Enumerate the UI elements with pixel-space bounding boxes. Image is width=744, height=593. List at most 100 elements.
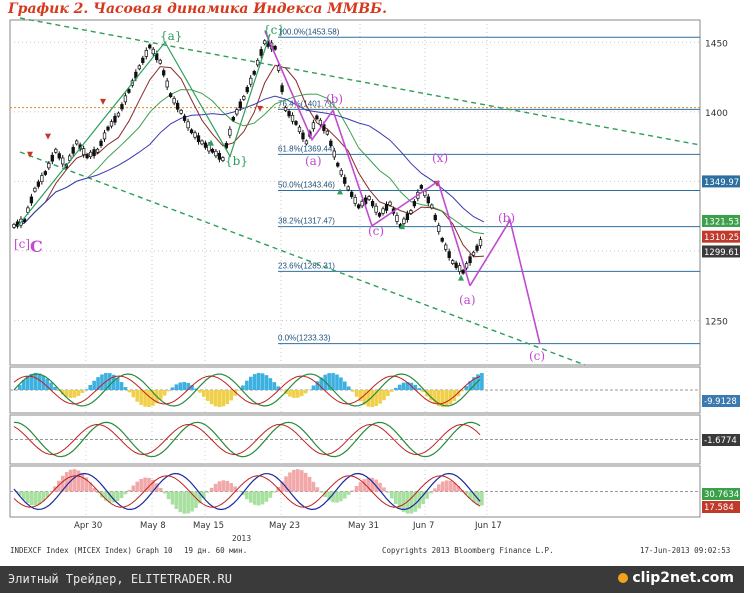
- source-label: INDEXCF Index (MICEX Index) Graph 10: [10, 546, 173, 555]
- osc-bar: [370, 390, 375, 408]
- osc-area: [127, 489, 132, 492]
- osc-bar: [96, 377, 100, 390]
- candle: [88, 151, 93, 158]
- osc-area: [170, 491, 175, 505]
- osc-area: [198, 491, 202, 504]
- candle: [419, 185, 423, 189]
- osc-bar: [440, 390, 445, 408]
- osc-bar: [464, 386, 469, 390]
- osc-area: [29, 491, 34, 505]
- osc-area: [205, 491, 210, 493]
- candle: [238, 101, 242, 109]
- osc-bar: [88, 384, 93, 390]
- osc-bar: [288, 390, 292, 397]
- price-tag-label: 1310.25: [704, 233, 739, 243]
- osc-bar: [229, 390, 234, 401]
- osc-bar: [131, 390, 136, 398]
- osc-bar: [25, 376, 30, 390]
- osc-bar: [57, 390, 61, 391]
- osc-bar: [421, 390, 425, 393]
- x-tick-label: May 15: [193, 521, 224, 531]
- wave-label: (c): [368, 224, 384, 238]
- osc-area: [370, 477, 375, 492]
- candle: [235, 109, 239, 115]
- osc-bar: [350, 390, 355, 392]
- candle: [71, 146, 75, 154]
- osc-bar: [393, 387, 398, 390]
- osc-signal-line: [13, 423, 481, 456]
- osc-area: [256, 491, 261, 506]
- osc-bar: [205, 390, 210, 401]
- candle: [61, 157, 65, 165]
- candle: [85, 154, 89, 159]
- candle: [405, 213, 410, 220]
- candle: [360, 201, 364, 207]
- osc-area: [393, 491, 398, 504]
- osc-area: [311, 481, 316, 492]
- osc-area: [143, 477, 147, 492]
- osc-bar: [135, 390, 140, 402]
- candle: [50, 154, 54, 162]
- footer-logo[interactable]: clip2net.com: [618, 570, 734, 586]
- osc-bar: [33, 372, 38, 390]
- osc-bar: [158, 390, 163, 400]
- osc-bar: [53, 386, 57, 390]
- osc-bar: [468, 381, 472, 390]
- osc-bar: [405, 382, 410, 390]
- candle: [221, 157, 225, 161]
- osc-bar: [190, 385, 194, 390]
- projected-wave-line: [469, 218, 541, 345]
- osc-bar: [213, 390, 218, 407]
- osc-area: [421, 491, 425, 504]
- osc-bar: [339, 377, 343, 390]
- osc-area: [468, 491, 472, 499]
- y-tick-label: 1450: [705, 39, 728, 49]
- candle: [475, 245, 479, 251]
- osc-area: [327, 491, 331, 501]
- osc-bar: [127, 390, 132, 393]
- candle: [301, 132, 305, 140]
- osc-area: [182, 491, 187, 514]
- wave-label: (b): [326, 92, 343, 106]
- trendline-upper: [19, 17, 701, 146]
- osc-area: [96, 491, 100, 494]
- osc-bar: [245, 380, 249, 390]
- osc-area: [307, 476, 312, 492]
- osc-bar: [331, 373, 335, 390]
- osc-area: [452, 482, 457, 492]
- candle: [123, 95, 128, 103]
- osc-bar: [139, 390, 143, 405]
- moving-average-line: [13, 89, 485, 235]
- fib-label: 76.4%(1401.71): [278, 99, 335, 108]
- osc-bar: [143, 390, 147, 407]
- candle: [54, 148, 58, 153]
- candle: [461, 269, 465, 274]
- osc-bar: [29, 373, 34, 390]
- signal-marker: [45, 133, 51, 140]
- osc-bar: [327, 373, 331, 390]
- osc-area: [343, 491, 347, 499]
- candle: [151, 48, 155, 55]
- osc-area: [409, 491, 414, 514]
- candle: [374, 205, 378, 213]
- candle: [287, 111, 291, 117]
- candle: [231, 116, 235, 121]
- osc-area: [354, 486, 359, 492]
- signal-marker: [337, 188, 343, 195]
- osc-area: [115, 491, 120, 502]
- osc3-value-label-2: 17.584: [704, 503, 734, 513]
- candle: [318, 119, 323, 126]
- candle: [426, 196, 430, 204]
- osc-area: [386, 491, 390, 493]
- wave-label: {c}: [263, 23, 285, 37]
- osc-area: [139, 478, 143, 492]
- osc-area: [315, 487, 320, 492]
- osc-area: [323, 491, 328, 498]
- osc-area: [362, 479, 367, 492]
- osc-area: [366, 477, 371, 492]
- osc-area: [472, 491, 476, 503]
- x-tick-label: May 23: [269, 521, 300, 531]
- osc-bar: [429, 390, 433, 401]
- candle: [141, 57, 145, 63]
